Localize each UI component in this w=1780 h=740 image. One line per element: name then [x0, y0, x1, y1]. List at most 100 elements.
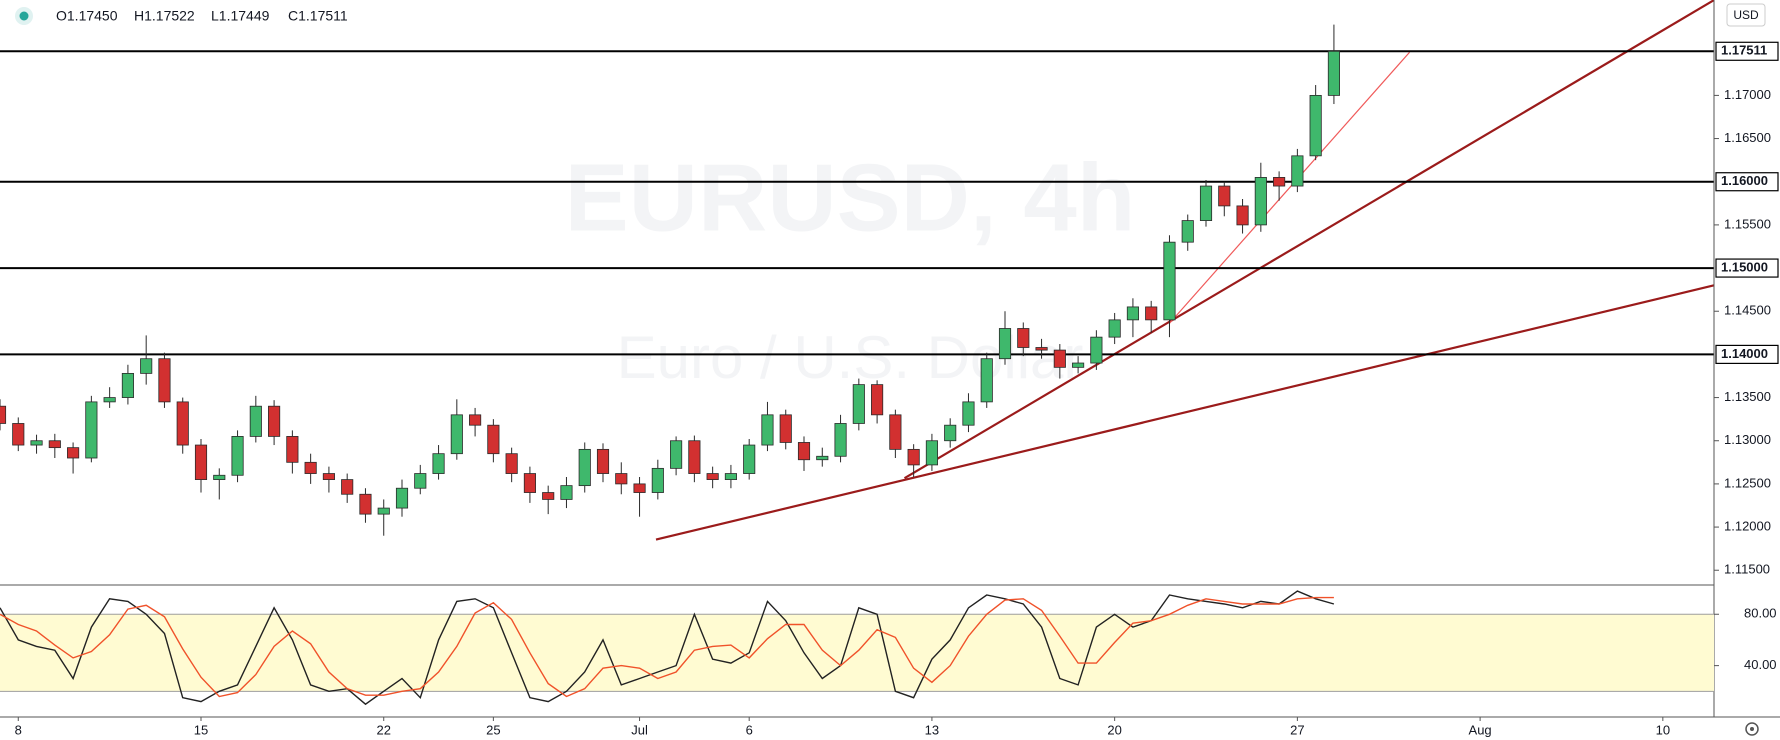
level-label-box	[1715, 344, 1779, 365]
x-tick-label: 10	[1656, 722, 1670, 737]
candle-body	[67, 447, 80, 459]
candle-body	[469, 414, 482, 426]
candle-body	[85, 401, 98, 459]
currency-box	[1726, 3, 1766, 27]
candle-body	[1199, 185, 1213, 221]
watermark-subtitle: Euro / U.S. Dollar	[617, 324, 1084, 391]
y-tick-label: 1.14500	[1724, 303, 1771, 318]
candle-body	[487, 424, 500, 455]
candle-body	[724, 473, 737, 480]
candle-body	[1273, 177, 1286, 187]
x-tick-label: 20	[1107, 722, 1121, 737]
candle-body	[249, 405, 262, 437]
x-tick-label: 13	[925, 722, 939, 737]
ohlc-value: C1.17511	[288, 8, 348, 24]
candle-body	[377, 507, 390, 515]
candle-body	[414, 473, 427, 489]
candle-body	[1090, 336, 1103, 364]
candle-body	[1145, 306, 1158, 321]
settings-gear-hub	[1750, 727, 1754, 731]
ohlc-value: L1.17449	[211, 8, 270, 24]
candle-body	[1181, 220, 1194, 243]
candle-body	[1035, 347, 1048, 351]
level-label-box	[1715, 258, 1779, 278]
stoch-line	[0, 590, 1335, 706]
level-label-box	[1715, 172, 1779, 192]
stoch-band	[0, 614, 1714, 692]
candle-body	[944, 424, 957, 442]
candle-body	[633, 483, 646, 493]
x-tick-label: 15	[194, 722, 208, 737]
candle-body	[578, 448, 591, 487]
candle-body	[0, 405, 7, 424]
ohlc-value: H1.17522	[134, 8, 195, 24]
x-tick-label: 25	[486, 722, 500, 737]
candle-body	[450, 414, 463, 455]
candle-body	[998, 328, 1012, 360]
stoch-line	[0, 596, 1334, 698]
y-tick-label: 1.15500	[1724, 216, 1771, 231]
ohlc-value: O1.17450	[56, 8, 118, 24]
x-tick-label: Aug	[1469, 722, 1492, 737]
candle-body	[12, 423, 25, 446]
candle-body	[140, 358, 153, 374]
candle-body	[48, 440, 61, 449]
trend-line	[1168, 51, 1411, 325]
candle-body	[743, 444, 756, 474]
candle-body	[779, 414, 792, 443]
settings-icon[interactable]	[1745, 722, 1759, 736]
level-label: 1.17511	[1721, 43, 1767, 58]
level-label-box	[1715, 41, 1779, 61]
y-tick-label: 1.12000	[1724, 519, 1771, 534]
candle-body	[797, 442, 811, 461]
y-tick-label: 1.13500	[1724, 389, 1771, 404]
candle-body	[505, 453, 518, 474]
candle-body	[852, 384, 865, 424]
y-tick-label: 1.12500	[1724, 475, 1771, 490]
candle-body	[231, 436, 244, 476]
candle-body	[1072, 362, 1085, 368]
x-tick-label: 6	[746, 722, 753, 737]
candle-body	[1218, 185, 1231, 207]
level-label: 1.16000	[1721, 173, 1768, 188]
y-tick-label: 1.16500	[1724, 130, 1771, 145]
currency-label: USD	[1733, 8, 1759, 22]
candle-body	[816, 455, 829, 461]
candle-body	[1254, 177, 1267, 226]
candle-body	[1309, 94, 1322, 157]
candle-body	[1291, 155, 1304, 187]
candle-body	[1053, 349, 1066, 368]
settings-gear	[1745, 722, 1759, 736]
candle-body	[871, 384, 884, 416]
candle-body	[322, 473, 335, 480]
candle-body	[761, 414, 774, 446]
y-tick-label: 40.00	[1744, 657, 1777, 672]
candle-body	[194, 444, 208, 480]
candle-body	[651, 467, 664, 493]
candle-body	[523, 473, 536, 493]
x-tick-label: Jul	[631, 722, 648, 737]
trend-line	[903, 0, 1715, 480]
candle-body	[1236, 205, 1249, 226]
candle-body	[670, 440, 683, 469]
level-label: 1.15000	[1721, 260, 1768, 275]
candle-body	[596, 448, 610, 474]
symbol-icon	[19, 11, 29, 21]
candle-body	[907, 448, 920, 466]
candle-body	[1327, 50, 1340, 96]
candle-body	[688, 440, 701, 474]
candle-body	[1126, 306, 1139, 321]
candle-body	[30, 440, 43, 446]
y-tick-label: 1.17000	[1724, 87, 1771, 102]
y-tick-label: 80.00	[1744, 606, 1777, 621]
x-tick-label: 8	[15, 722, 22, 737]
candle-body	[103, 397, 116, 403]
candle-body	[542, 492, 555, 500]
candle-body	[706, 473, 719, 480]
level-label: 1.14000	[1721, 346, 1768, 361]
trend-line	[655, 284, 1715, 541]
candle-body	[341, 479, 354, 495]
candle-body	[834, 423, 847, 457]
